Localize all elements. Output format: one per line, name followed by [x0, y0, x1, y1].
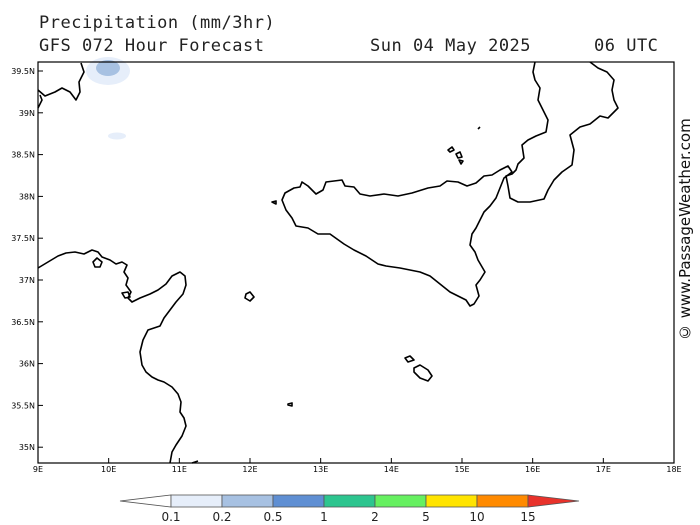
lon-axis: 9E 10E 11E 12E 13E 14E 15E 16E 17E 18E [33, 458, 682, 474]
lat-tick-label: 37N [19, 276, 35, 285]
coast-malta [413, 364, 433, 382]
forecast-hour: 06 UTC [594, 36, 659, 56]
legend-swatch [476, 494, 529, 508]
lon-tick-label: 11E [172, 465, 187, 474]
forecast-model: GFS 072 Hour Forecast [39, 36, 265, 56]
lat-tick-label: 36N [19, 360, 35, 369]
forecast-date: Sun 04 May 2025 [370, 36, 532, 56]
precip-blob-medium [96, 60, 120, 76]
lon-tick-label: 15E [454, 465, 469, 474]
legend-label: 0.1 [161, 510, 180, 524]
site-credit: © www.PassageWeather.com [676, 118, 694, 342]
coast-cap-bon [121, 291, 131, 299]
precipitation-map: 9E 10E 11E 12E 13E 14E 15E 16E 17E 18E 39.5N 39N 38… [11, 57, 682, 474]
coast-aeolian-2 [455, 151, 463, 159]
lat-tick-label: 38N [19, 192, 35, 201]
legend-swatch [425, 494, 478, 508]
lon-tick-label: 17E [596, 465, 611, 474]
lat-tick-label: 38.5N [11, 151, 35, 160]
legend-label: 5 [422, 510, 430, 524]
precip-blob-light [108, 132, 126, 140]
coast-tunisia-lake [92, 257, 103, 268]
lat-axis: 39.5N 39N 38.5N 38N 37.5N 37N 36.5N 36N 35.5N 35N [11, 67, 43, 452]
legend-label: 1 [320, 510, 328, 524]
lon-tick-label: 18E [666, 465, 681, 474]
legend-swatch [374, 494, 427, 508]
legend-label: 2 [371, 510, 379, 524]
legend-swatch [323, 494, 376, 508]
coast-sicily [281, 165, 513, 307]
lon-tick-label: 10E [101, 465, 116, 474]
map-title: Precipitation (mm/3hr) [39, 13, 276, 33]
legend-swatch [170, 494, 223, 508]
lat-tick-label: 36.5N [11, 318, 35, 327]
map-frame [37, 61, 675, 464]
lat-tick-label: 37.5N [11, 234, 35, 243]
coast-lampedusa [287, 402, 293, 407]
precip-legend: 0.1 0.2 0.5 1 2 5 10 15 [119, 494, 580, 524]
legend-swatch-over [527, 494, 580, 508]
lat-tick-label: 35N [19, 443, 35, 452]
lat-tick-label: 35.5N [11, 401, 35, 410]
legend-swatch [272, 494, 325, 508]
legend-label: 0.2 [212, 510, 231, 524]
legend-swatch [221, 494, 274, 508]
coast-gozo [404, 355, 415, 363]
coastlines [37, 61, 619, 464]
lon-tick-label: 9E [33, 465, 43, 474]
legend-bar [119, 494, 580, 508]
legend-label: 0.5 [263, 510, 282, 524]
coast-egadi [271, 200, 277, 205]
lon-tick-label: 13E [313, 465, 328, 474]
lat-tick-label: 39N [19, 109, 35, 118]
coast-sardinia [37, 62, 85, 109]
coast-calabria [505, 61, 619, 203]
legend-label: 15 [520, 510, 535, 524]
precipitation-areas [86, 57, 130, 140]
coast-tunisia [37, 249, 187, 464]
coast-aeolian-3 [458, 159, 464, 165]
lon-tick-label: 16E [525, 465, 540, 474]
lon-tick-label: 14E [384, 465, 399, 474]
coast-stromboli [477, 126, 481, 130]
legend-swatch-under [119, 494, 172, 508]
legend-label: 10 [469, 510, 484, 524]
legend-labels: 0.1 0.2 0.5 1 2 5 10 15 [161, 510, 535, 524]
coast-aeolian-1 [447, 146, 455, 153]
lon-tick-label: 12E [242, 465, 257, 474]
coast-pantelleria [244, 291, 255, 302]
lat-tick-label: 39.5N [11, 67, 35, 76]
